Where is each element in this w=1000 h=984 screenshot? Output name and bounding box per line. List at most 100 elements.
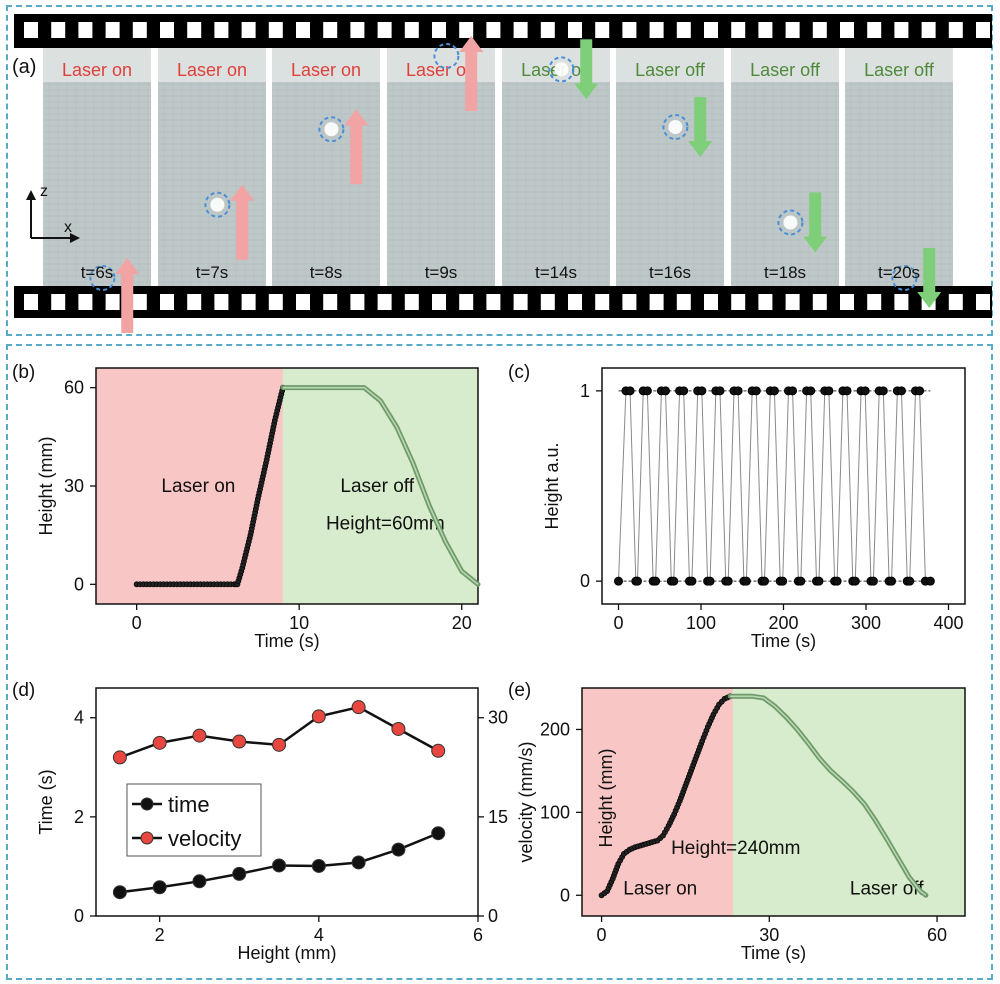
film-perforation <box>486 294 501 310</box>
film-perforation <box>812 294 827 310</box>
down-arrow-icon <box>923 248 936 294</box>
frame-8: Laser off t=20s <box>845 48 953 308</box>
frame-top-light <box>43 48 151 82</box>
film-perforation <box>296 294 310 310</box>
frame-7: Laser off t=18s <box>731 48 839 286</box>
panel-a-border <box>6 5 993 336</box>
film-perforation <box>867 22 882 38</box>
film-perforation <box>622 294 637 310</box>
down-arrow-icon <box>803 236 828 253</box>
frame-time-label: t=6s <box>81 263 114 282</box>
x-arrow-icon <box>70 233 80 243</box>
film-perforation <box>649 22 664 38</box>
frame-image <box>845 48 953 286</box>
film-perforation <box>24 22 38 38</box>
frame-2: Laser on t=7s <box>158 48 266 286</box>
film-perforation <box>649 294 664 310</box>
film-perforation <box>241 294 256 310</box>
film-perforation <box>78 22 93 38</box>
film-perforation <box>432 22 446 38</box>
down-arrow-icon <box>574 83 599 100</box>
particle-ring <box>891 265 918 291</box>
frame-status-label: Laser on <box>62 60 132 80</box>
film-perforation <box>432 294 446 310</box>
frame-6: Laser off t=16s <box>616 48 724 286</box>
frame-3: Laser on t=8s <box>272 48 380 286</box>
down-arrow-icon <box>580 39 593 86</box>
up-arrow-icon <box>115 258 140 274</box>
frame-status-label: Laser off <box>635 60 706 80</box>
film-perforation <box>894 294 909 310</box>
frame-image <box>731 48 839 286</box>
frame-status-label: Laser on <box>406 60 476 80</box>
film-perforation <box>948 294 963 310</box>
film-perforation <box>160 22 174 38</box>
film-perforation <box>323 22 338 38</box>
film-perforation <box>268 22 283 38</box>
frame-1: Laser on t=6s <box>43 48 151 333</box>
frame-time-label: t=20s <box>878 263 920 282</box>
film-perforation <box>513 22 528 38</box>
film-perforation <box>731 22 746 38</box>
film-perforation <box>785 22 800 38</box>
up-arrow-icon <box>121 272 134 333</box>
particle-ring <box>89 265 116 291</box>
film-perforation <box>976 294 990 310</box>
film-perforation <box>704 22 718 38</box>
particle <box>324 122 339 137</box>
frame-status-label: Laser on <box>291 60 361 80</box>
frame-time-label: t=8s <box>310 263 343 282</box>
particle <box>554 62 569 77</box>
frame-time-label: t=18s <box>764 263 806 282</box>
particle-ring <box>662 114 689 141</box>
film-perforation <box>132 22 147 38</box>
up-arrow-icon <box>344 109 369 126</box>
up-arrow-icon <box>350 123 363 185</box>
film-perforation <box>622 22 637 38</box>
film-perforation <box>404 22 419 38</box>
film-perforation <box>459 294 474 310</box>
film-perforation <box>867 294 882 310</box>
film-perforation <box>595 22 610 38</box>
film-perforation <box>241 22 256 38</box>
film-perforation <box>921 22 936 38</box>
particle-ring <box>204 191 231 218</box>
film-perforation <box>296 22 310 38</box>
film-perforation <box>187 22 202 38</box>
film-perforation <box>568 294 582 310</box>
down-arrow-icon <box>694 97 707 144</box>
film-perforation <box>676 22 691 38</box>
down-arrow-icon <box>809 192 822 239</box>
film-perforation <box>51 294 66 310</box>
film-perforation <box>160 294 174 310</box>
frame-image <box>616 48 724 286</box>
down-arrow-icon <box>688 141 713 158</box>
down-arrow-icon <box>917 292 942 308</box>
film-perforation <box>540 22 555 38</box>
film-perforation <box>51 22 66 38</box>
film-perforation <box>350 294 365 310</box>
particle <box>668 120 683 135</box>
film-perforation <box>540 294 555 310</box>
film-perforation <box>785 294 800 310</box>
particle <box>783 215 798 230</box>
up-arrow-icon <box>230 184 255 201</box>
film-perforation <box>676 294 691 310</box>
frame-status-label: Laser off <box>750 60 821 80</box>
film-perforation <box>894 22 909 38</box>
frame-status-label: Laser on <box>177 60 247 80</box>
film-strip-band <box>14 14 992 48</box>
film-perforation <box>377 294 392 310</box>
zx-axis-indicator: zx <box>26 183 80 243</box>
film-perforation <box>377 22 392 38</box>
frame-top-light <box>158 48 266 82</box>
film-perforation <box>840 294 854 310</box>
film-perforation <box>840 22 854 38</box>
film-perforation <box>568 22 582 38</box>
panel-a-letter: (a) <box>12 56 37 78</box>
frame-top-light <box>272 48 380 82</box>
film-perforation <box>350 22 365 38</box>
film-perforation <box>268 294 283 310</box>
particle <box>210 197 225 212</box>
